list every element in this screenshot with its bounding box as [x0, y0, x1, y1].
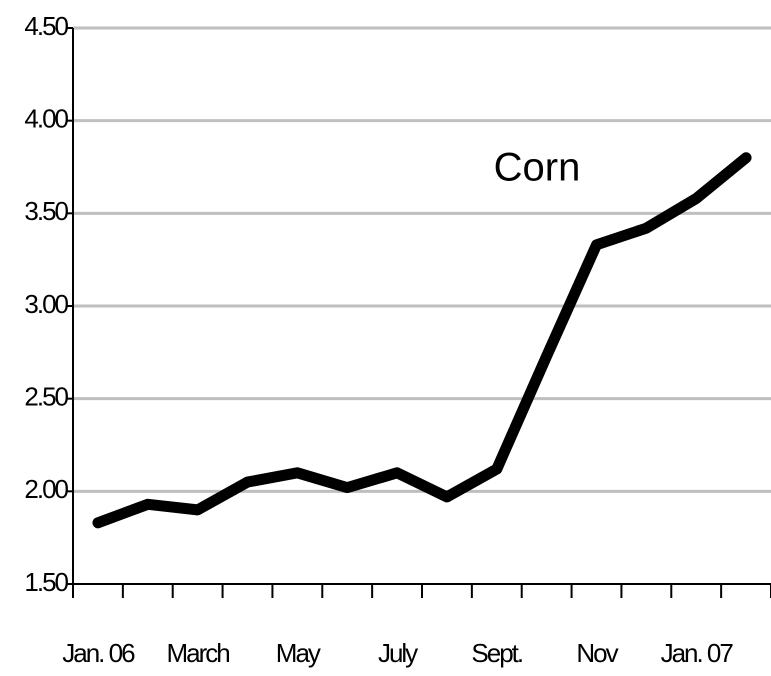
x-tick-label: March [167, 638, 230, 668]
x-tick-label: Jan. 06 [62, 638, 135, 668]
y-tick-label: 3.50 [24, 196, 68, 226]
annotation: Corn [494, 146, 581, 190]
y-tick-label: 3.00 [24, 289, 68, 319]
y-tick-label: 4.00 [24, 104, 68, 134]
y-tick-label: 2.50 [24, 382, 68, 412]
x-tick-label: July [378, 638, 418, 668]
y-tick-label: 1.50 [24, 567, 68, 597]
x-tick-label: Sept. [471, 638, 522, 668]
x-tick-label: Nov [576, 638, 618, 668]
line [92, 152, 752, 529]
y-tick-label: 4.50 [24, 11, 68, 41]
x-tick-label: Jan. 07 [661, 638, 734, 668]
y-tick-label: 2.00 [24, 474, 68, 504]
x-tick-label: May [276, 638, 321, 668]
